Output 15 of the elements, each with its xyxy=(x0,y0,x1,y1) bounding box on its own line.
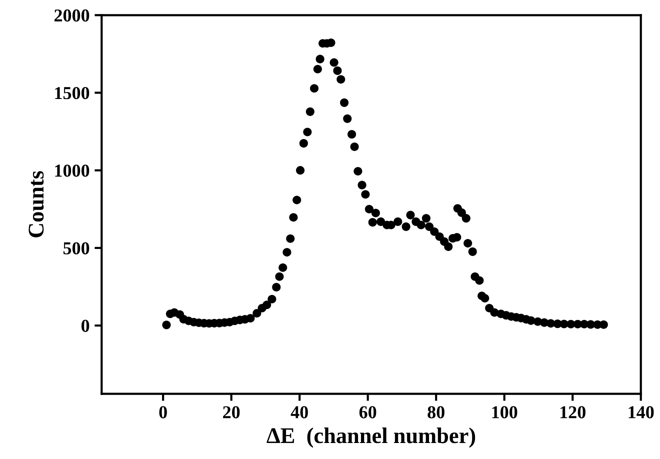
x-tick-label: 0 xyxy=(159,406,167,418)
y-tick-label: 2000 xyxy=(54,9,90,22)
y-axis-title: Counts xyxy=(28,171,44,238)
y-tick-label: 1000 xyxy=(55,164,90,177)
x-tick-label: 60 xyxy=(359,406,376,418)
x-tick-label: 100 xyxy=(492,406,518,418)
x-tick-label: 140 xyxy=(628,406,654,418)
y-tick-label: 1500 xyxy=(55,87,90,100)
y-tick-label: 0 xyxy=(81,320,90,332)
x-tick-label: 20 xyxy=(223,406,240,418)
x-tick-label: 120 xyxy=(560,406,586,418)
x-axis-title: ΔE (channel number) xyxy=(266,428,476,448)
x-tick-label: 80 xyxy=(428,406,444,418)
x-tick-label: 40 xyxy=(290,406,308,418)
y-tick-label: 500 xyxy=(63,242,90,254)
